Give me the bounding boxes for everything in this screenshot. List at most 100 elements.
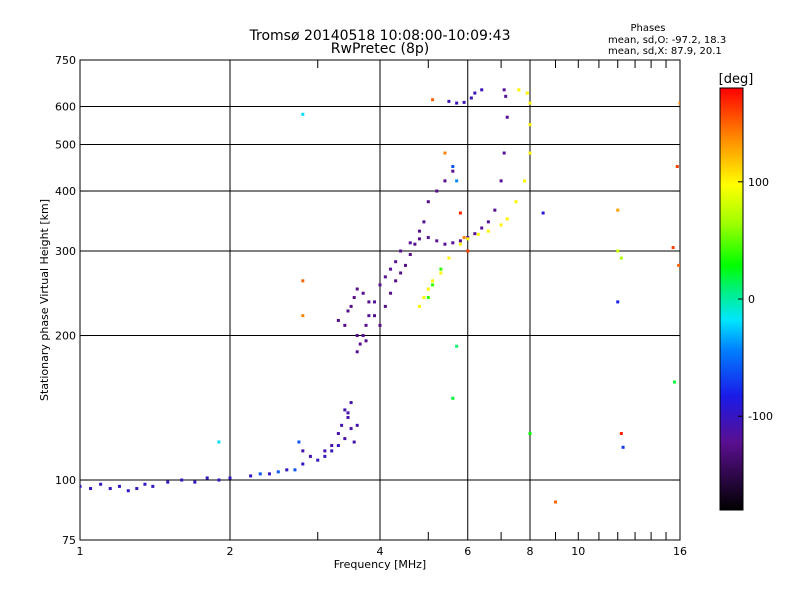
data-point [621,445,625,449]
data-point [349,304,353,308]
data-point [499,223,503,227]
data-point [616,300,620,304]
y-tick-label: 75 [62,534,76,547]
data-point [355,423,359,427]
data-point [458,211,462,215]
data-point [619,432,623,436]
data-point [355,334,359,338]
data-point [466,249,470,253]
data-point [383,275,387,279]
data-point [301,462,305,466]
y-tick-label: 500 [55,139,76,152]
data-point [301,112,305,116]
colorbar-tick-label: 0 [748,293,755,306]
data-point [258,472,262,476]
data-point [422,296,426,300]
data-point [378,323,382,327]
data-point [361,291,365,295]
data-point [352,440,356,444]
data-point [505,115,509,119]
data-point [528,123,532,127]
legend-line-x: mean, sd,X: 87.9, 20.1 [608,46,722,57]
colorbar-tick-label: 100 [748,176,769,189]
data-point [399,249,403,253]
data-point [343,437,347,441]
data-point [541,211,545,215]
data-point [117,484,121,488]
data-point [217,478,221,482]
data-point [455,179,459,183]
data-point [505,217,509,221]
data-point [301,314,305,318]
x-tick-label: 6 [464,545,471,558]
data-point [340,423,344,427]
x-tick-label: 2 [227,545,234,558]
data-point [439,271,443,275]
data-point [671,246,675,250]
data-point [502,151,506,155]
x-tick-label: 1 [77,545,84,558]
data-point [80,484,82,488]
data-point [439,267,443,271]
data-point [383,304,387,308]
data-point [346,411,350,415]
y-tick-label: 100 [55,474,76,487]
data-point [323,449,327,453]
data-point [355,350,359,354]
x-tick-label: 4 [377,545,384,558]
data-point [473,232,477,236]
data-point [473,91,477,95]
data-point [417,229,421,233]
data-point [205,476,209,480]
data-point [126,489,130,493]
data-point [297,440,301,444]
chart-subtitle: RwPretec (8p) [331,41,429,57]
data-point [523,179,527,183]
x-axis-label: Frequency [MHz] [334,558,426,571]
colorbar-ticks: 100 0 -100 [738,176,773,423]
data-point [108,487,112,491]
data-point [193,480,197,484]
data-point [367,300,371,304]
data-point [389,267,393,271]
data-point [373,300,377,304]
chart-title: Tromsø 20140518 10:08:00-10:09:43 [249,28,511,44]
data-point [431,98,435,102]
data-point [378,283,382,287]
data-point [451,396,455,400]
data-point [336,444,340,448]
data-point [364,339,368,343]
data-point [267,472,271,476]
data-point [394,260,398,264]
data-point [399,271,403,275]
data-point [276,470,280,474]
data-point [394,279,398,283]
data-point [553,500,557,504]
data-point [316,458,320,462]
data-point [336,432,340,436]
data-point [525,91,529,95]
data-point [403,263,407,267]
y-tick-label: 200 [55,330,76,343]
data-point [514,200,518,204]
legend-title: Phases [630,23,665,34]
x-tick-labels: 1 2 4 6 8 10 16 [77,545,688,558]
data-point [352,296,356,300]
x-tick-label: 10 [571,545,585,558]
data-point [443,242,447,246]
data-point [343,323,347,327]
data-point [285,468,289,472]
y-tick-labels: 75 100 200 300 400 500 600 750 [55,54,76,547]
data-point [493,208,497,212]
x-tick-label: 16 [673,545,687,558]
data-point [619,256,623,260]
data-point [361,334,365,338]
x-tick-label: 8 [527,545,534,558]
data-point [426,296,430,300]
y-tick-label: 400 [55,185,76,198]
data-point [499,179,503,183]
data-point [443,179,447,183]
data-point [336,318,340,322]
data-point [228,476,232,480]
data-point [417,304,421,308]
